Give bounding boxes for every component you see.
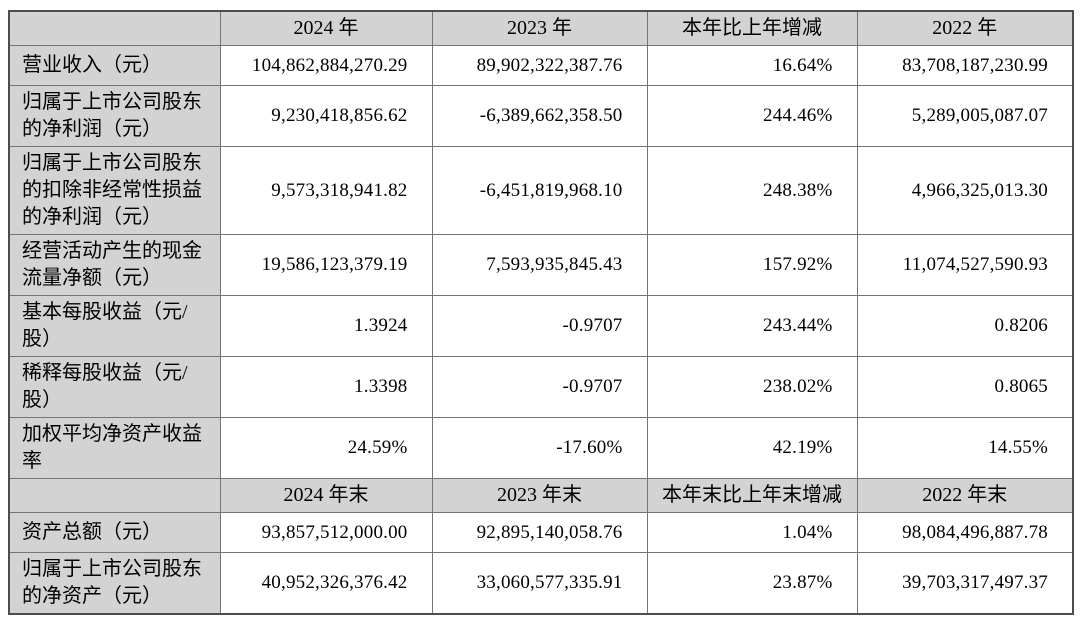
column-header-cell: 2023 年 [431, 10, 648, 46]
table-row: 归属于上市公司股东 的扣除非经常性损益 的净利润（元） 9,573,318,941… [8, 146, 1074, 235]
value-cell: 16.64% [646, 45, 858, 86]
row-label-cell: 基本每股收益（元/ 股） [8, 295, 221, 357]
row-label-cell: 加权平均净资产收益 率 [8, 417, 221, 479]
row-label-cell: 经营活动产生的现金 流量净额（元） [8, 234, 221, 296]
value-cell: 1.3398 [219, 356, 433, 418]
table-row: 经营活动产生的现金 流量净额（元） 19,586,123,379.19 7,593,… [8, 234, 1074, 296]
table-row: 营业收入（元） 104,862,884,270.29 89,902,322,387.… [8, 45, 1074, 86]
value-cell: 9,573,318,941.82 [219, 146, 433, 235]
value-cell: 0.8206 [856, 295, 1074, 357]
value-cell: 157.92% [646, 234, 858, 296]
value-cell: 83,708,187,230.99 [856, 45, 1074, 86]
column-header-cell: 2023 年末 [431, 478, 648, 513]
value-cell: 39,703,317,497.37 [856, 552, 1074, 615]
value-cell: 14.55% [856, 417, 1074, 479]
row-label-cell: 归属于上市公司股东 的净利润（元） [8, 85, 221, 147]
column-header-cell: 本年末比上年末增减 [646, 478, 858, 513]
value-cell: 0.8065 [856, 356, 1074, 418]
value-cell: -6,389,662,358.50 [431, 85, 648, 147]
corner-cell [8, 10, 221, 46]
value-cell: 248.38% [646, 146, 858, 235]
row-label-cell: 归属于上市公司股东 的扣除非经常性损益 的净利润（元） [8, 146, 221, 235]
table-row: 基本每股收益（元/ 股） 1.3924 -0.9707 243.44% 0.8206 [8, 295, 1074, 357]
row-label-cell: 资产总额（元） [8, 512, 221, 553]
table-row: 归属于上市公司股东 的净利润（元） 9,230,418,856.62 -6,389,… [8, 85, 1074, 147]
value-cell: 89,902,322,387.76 [431, 45, 648, 86]
column-header-cell: 2024 年末 [219, 478, 433, 513]
value-cell: -6,451,819,968.10 [431, 146, 648, 235]
value-cell: 24.59% [219, 417, 433, 479]
table-row: 归属于上市公司股东 的净资产（元） 40,952,326,376.42 33,060… [8, 552, 1074, 615]
financial-summary-table: 2024 年 2023 年本年比上年增减 2022 年营业收入（元） 104,862,… [8, 10, 1074, 615]
table-body: 2024 年 2023 年本年比上年增减 2022 年营业收入（元） 104,862,… [8, 10, 1074, 615]
value-cell: 7,593,935,845.43 [431, 234, 648, 296]
value-cell: 243.44% [646, 295, 858, 357]
value-cell: 92,895,140,058.76 [431, 512, 648, 553]
table-row: 加权平均净资产收益 率 24.59% -17.60% 42.19% 14.55% [8, 417, 1074, 479]
value-cell: -17.60% [431, 417, 648, 479]
column-header-cell: 2022 年末 [856, 478, 1074, 513]
table-row: 稀释每股收益（元/ 股） 1.3398 -0.9707 238.02% 0.8065 [8, 356, 1074, 418]
value-cell: 1.04% [646, 512, 858, 553]
table-row: 资产总额（元） 93,857,512,000.00 92,895,140,058.7… [8, 512, 1074, 553]
value-cell: 40,952,326,376.42 [219, 552, 433, 615]
value-cell: 42.19% [646, 417, 858, 479]
period-header-row: 2024 年 2023 年本年比上年增减 2022 年 [8, 10, 1074, 46]
value-cell: 1.3924 [219, 295, 433, 357]
value-cell: 19,586,123,379.19 [219, 234, 433, 296]
value-cell: 5,289,005,087.07 [856, 85, 1074, 147]
value-cell: -0.9707 [431, 356, 648, 418]
value-cell: 104,862,884,270.29 [219, 45, 433, 86]
value-cell: 4,966,325,013.30 [856, 146, 1074, 235]
column-header-cell: 本年比上年增减 [646, 10, 858, 46]
value-cell: 9,230,418,856.62 [219, 85, 433, 147]
column-header-cell: 2024 年 [219, 10, 433, 46]
value-cell: -0.9707 [431, 295, 648, 357]
corner-cell [8, 478, 221, 513]
value-cell: 11,074,527,590.93 [856, 234, 1074, 296]
value-cell: 93,857,512,000.00 [219, 512, 433, 553]
period-header-row: 2024 年末 2023 年末 本年末比上年末增减 2022 年末 [8, 478, 1074, 513]
value-cell: 244.46% [646, 85, 858, 147]
value-cell: 33,060,577,335.91 [431, 552, 648, 615]
value-cell: 238.02% [646, 356, 858, 418]
value-cell: 98,084,496,887.78 [856, 512, 1074, 553]
value-cell: 23.87% [646, 552, 858, 615]
row-label-cell: 稀释每股收益（元/ 股） [8, 356, 221, 418]
row-label-cell: 归属于上市公司股东 的净资产（元） [8, 552, 221, 615]
column-header-cell: 2022 年 [856, 10, 1074, 46]
row-label-cell: 营业收入（元） [8, 45, 221, 86]
